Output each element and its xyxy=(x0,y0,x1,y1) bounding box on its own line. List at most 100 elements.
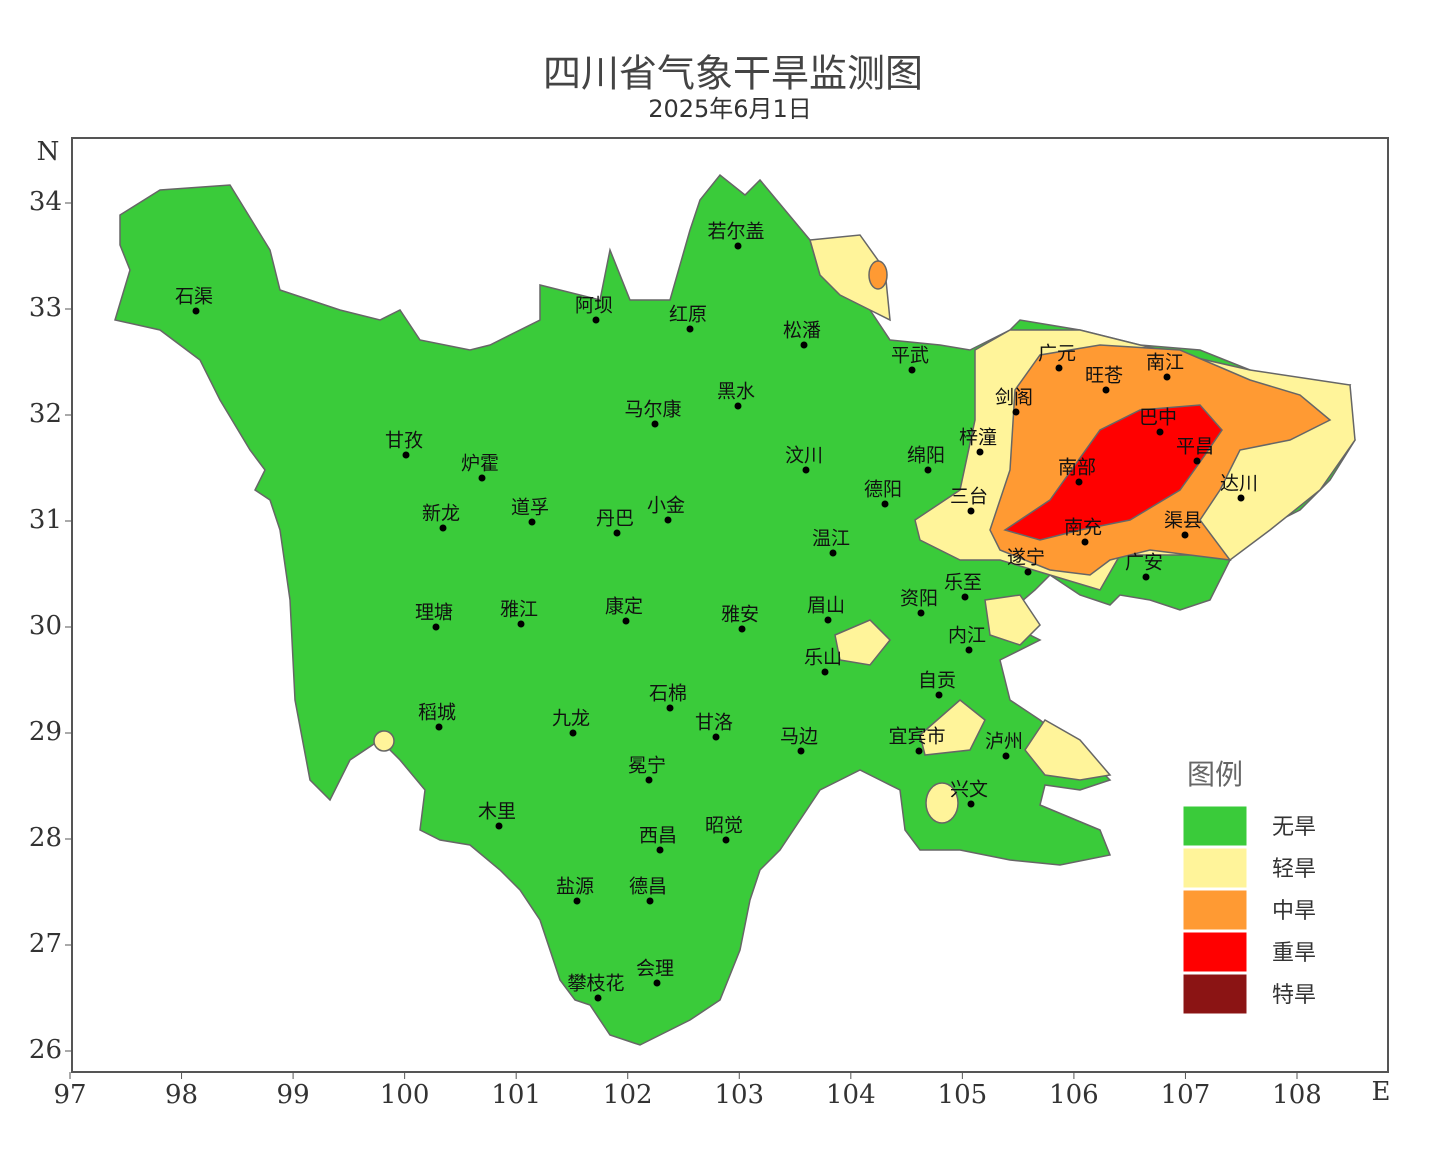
y-axis-label: N xyxy=(37,137,60,167)
city-dot xyxy=(686,325,694,333)
city-dot xyxy=(976,448,984,456)
legend-title: 图例 xyxy=(1187,758,1243,791)
city-dot xyxy=(1181,531,1189,539)
province xyxy=(114,173,1356,1046)
city-dot xyxy=(824,616,832,624)
city-label: 广安 xyxy=(1125,552,1163,574)
city-dot xyxy=(722,836,730,844)
city-label: 巴中 xyxy=(1139,407,1177,429)
light-drought-area xyxy=(1024,719,1112,781)
city-dot xyxy=(712,733,720,741)
city-label: 西昌 xyxy=(639,825,677,847)
city-dot xyxy=(517,620,525,628)
city-dot xyxy=(646,897,654,905)
city-label: 小金 xyxy=(647,495,685,517)
city-label: 阿坝 xyxy=(575,295,613,317)
city-label: 兴文 xyxy=(950,779,988,801)
city-label: 南部 xyxy=(1058,457,1096,479)
x-tick-label: 104 xyxy=(826,1080,876,1110)
title: 四川省气象干旱监测图 xyxy=(543,52,923,96)
x-tick-label: 102 xyxy=(603,1080,653,1110)
severe-drought-area xyxy=(1003,404,1223,541)
legend-swatch xyxy=(1182,805,1248,847)
x-tick-label: 107 xyxy=(1161,1080,1211,1110)
y-tick-label: 32 xyxy=(29,399,62,429)
city-label: 遂宁 xyxy=(1007,547,1045,569)
city-label: 九龙 xyxy=(552,708,590,730)
city-dot xyxy=(800,341,808,349)
city-label: 平昌 xyxy=(1176,436,1214,458)
city-dot xyxy=(192,307,200,315)
city-label: 雅安 xyxy=(721,604,759,626)
city-label: 道孚 xyxy=(511,497,549,519)
city-dot xyxy=(1081,538,1089,546)
light-drought-area xyxy=(919,699,986,756)
y-tick-label: 33 xyxy=(29,293,62,323)
city-dot xyxy=(528,518,536,526)
x-tick-label: 99 xyxy=(277,1080,310,1110)
x-tick-label: 103 xyxy=(714,1080,764,1110)
city-label: 若尔盖 xyxy=(707,221,764,243)
city-dot xyxy=(653,979,661,987)
city-label: 盐源 xyxy=(556,876,594,898)
city-dot xyxy=(802,466,810,474)
city-label: 丹巴 xyxy=(596,508,634,530)
city-label: 剑阁 xyxy=(995,387,1033,409)
city-dot xyxy=(821,668,829,676)
x-tick-label: 100 xyxy=(380,1080,430,1110)
city-label: 资阳 xyxy=(900,588,938,610)
legend-swatch xyxy=(1182,847,1248,889)
y-tick-label: 31 xyxy=(29,505,62,535)
city-label: 石渠 xyxy=(175,286,213,308)
city-dot xyxy=(967,507,975,515)
city-dot xyxy=(935,691,943,699)
light-drought-area xyxy=(809,234,891,322)
city-label: 甘洛 xyxy=(695,712,733,734)
city-dot xyxy=(1142,573,1150,581)
city-dot xyxy=(734,402,742,410)
y-tick-label: 30 xyxy=(29,611,62,641)
light-drought-area xyxy=(834,619,892,666)
city-label: 会理 xyxy=(636,958,674,980)
city-dot xyxy=(592,316,600,324)
city-dot xyxy=(908,366,916,374)
light-drought-area xyxy=(925,782,959,824)
x-tick-label: 98 xyxy=(165,1080,198,1110)
city-dot xyxy=(797,747,805,755)
city-label: 新龙 xyxy=(422,503,460,525)
city-label: 泸州 xyxy=(985,731,1023,753)
city-label: 红原 xyxy=(669,304,707,326)
city-dot xyxy=(1075,478,1083,486)
y-tick-label: 28 xyxy=(29,823,62,853)
city-dot xyxy=(613,529,621,537)
city-dot xyxy=(664,516,672,524)
city-dot xyxy=(402,451,410,459)
city-label: 雅江 xyxy=(500,599,538,621)
x-tick-label: 108 xyxy=(1272,1080,1322,1110)
city-label: 宜宾市 xyxy=(888,726,945,748)
city-label: 南江 xyxy=(1146,352,1184,374)
city-dot xyxy=(1024,568,1032,576)
city-dot xyxy=(569,729,577,737)
city-dot xyxy=(1163,373,1171,381)
y-tick-label: 29 xyxy=(29,717,62,747)
city-dot xyxy=(1012,408,1020,416)
city-dot xyxy=(666,704,674,712)
x-tick-label: 105 xyxy=(938,1080,988,1110)
x-tick-label: 101 xyxy=(491,1080,541,1110)
light-drought-area xyxy=(373,730,395,752)
city-dot xyxy=(1102,386,1110,394)
city-label: 达川 xyxy=(1220,473,1258,495)
legend-swatch xyxy=(1182,931,1248,973)
legend-label: 无旱 xyxy=(1272,815,1316,840)
legend-label: 轻旱 xyxy=(1272,857,1316,882)
city-label: 南充 xyxy=(1064,517,1102,539)
city-label: 冕宁 xyxy=(628,755,666,777)
city-label: 攀枝花 xyxy=(567,973,624,995)
city-label: 松潘 xyxy=(783,320,821,342)
moderate-drought-area xyxy=(868,260,888,290)
city-label: 广元 xyxy=(1038,343,1076,365)
city-label: 内江 xyxy=(948,625,986,647)
city-label: 乐山 xyxy=(804,647,842,669)
